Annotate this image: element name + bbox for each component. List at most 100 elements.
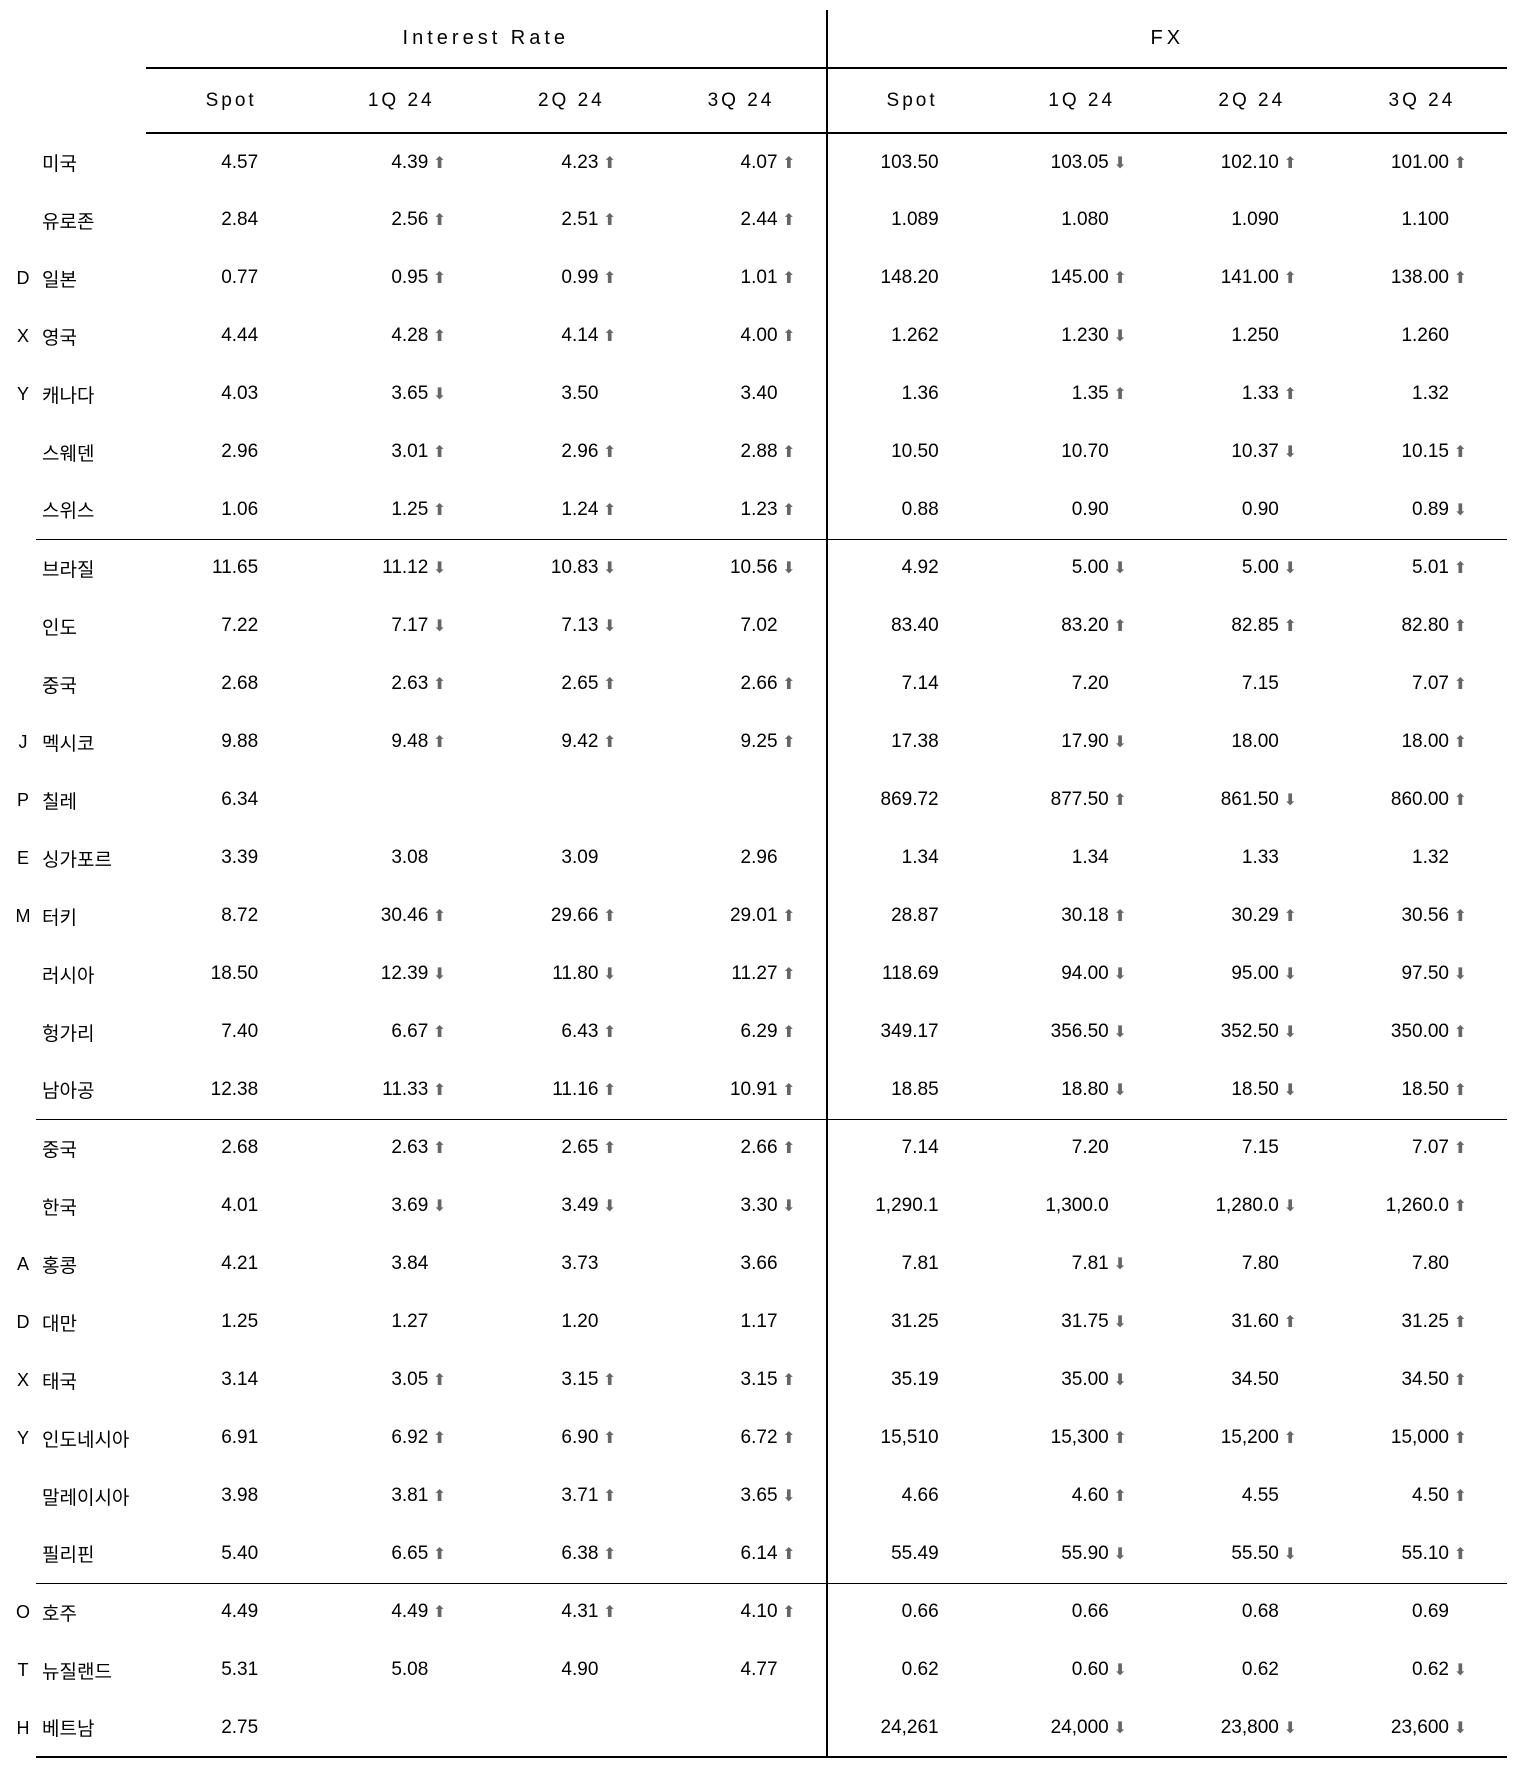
value-cell xyxy=(486,771,656,829)
value-cell: 860.00⬆ xyxy=(1337,771,1507,829)
value-cell: 4.28⬆ xyxy=(316,307,486,365)
value-cell: 6.67⬆ xyxy=(316,1003,486,1061)
arrow-up-icon: ⬆ xyxy=(598,732,616,752)
value-cell: 3.39 xyxy=(146,829,316,887)
table-row: Y캐나다4.033.65⬇3.503.401.361.35⬆1.33⬆1.32 xyxy=(10,365,1507,423)
arrow-up-icon: ⬆ xyxy=(1109,1428,1127,1448)
section-side-label xyxy=(10,539,36,597)
country-name: 캐나다 xyxy=(36,365,146,423)
country-name: 중국 xyxy=(36,655,146,713)
arrow-down-icon: ⬇ xyxy=(1109,1660,1127,1680)
arrow-up-icon: ⬆ xyxy=(1279,616,1297,636)
value-cell: 3.84 xyxy=(316,1235,486,1293)
value-cell: 34.50⬆ xyxy=(1337,1351,1507,1409)
value-cell: 2.66⬆ xyxy=(656,655,826,713)
arrow-up-icon: ⬆ xyxy=(778,1428,796,1448)
arrow-up-icon: ⬆ xyxy=(1279,384,1297,404)
value-cell: 1.34 xyxy=(827,829,997,887)
value-cell: 2.65⬆ xyxy=(486,1119,656,1177)
value-cell: 1.32 xyxy=(1337,365,1507,423)
value-cell: 55.49 xyxy=(827,1525,997,1583)
value-cell: 10.56⬇ xyxy=(656,539,826,597)
value-cell: 1.35⬆ xyxy=(997,365,1167,423)
value-cell: 3.73 xyxy=(486,1235,656,1293)
value-cell: 3.30⬇ xyxy=(656,1177,826,1235)
value-cell: 11.33⬆ xyxy=(316,1061,486,1119)
value-cell: 4.90 xyxy=(486,1641,656,1699)
value-cell: 18.50⬇ xyxy=(1167,1061,1337,1119)
value-cell: 1,290.1 xyxy=(827,1177,997,1235)
value-cell: 1.01⬆ xyxy=(656,249,826,307)
value-cell: 15,510 xyxy=(827,1409,997,1467)
value-cell: 3.09 xyxy=(486,829,656,887)
value-cell: 3.69⬇ xyxy=(316,1177,486,1235)
value-cell: 6.72⬆ xyxy=(656,1409,826,1467)
value-cell: 118.69 xyxy=(827,945,997,1003)
value-cell: 7.07⬆ xyxy=(1337,655,1507,713)
arrow-up-icon: ⬆ xyxy=(1449,1544,1467,1564)
section-side-label xyxy=(10,1061,36,1119)
arrow-down-icon: ⬇ xyxy=(428,616,446,636)
value-cell: 0.77 xyxy=(146,249,316,307)
value-cell: 7.22 xyxy=(146,597,316,655)
table-row: 러시아18.5012.39⬇11.80⬇11.27⬆118.6994.00⬇95… xyxy=(10,945,1507,1003)
value-cell: 0.90 xyxy=(997,481,1167,539)
arrow-down-icon: ⬇ xyxy=(1279,1196,1297,1216)
value-cell: 34.50 xyxy=(1167,1351,1337,1409)
value-cell: 11.12⬇ xyxy=(316,539,486,597)
arrow-up-icon: ⬆ xyxy=(598,210,616,230)
arrow-up-icon: ⬆ xyxy=(1109,384,1127,404)
arrow-up-icon: ⬆ xyxy=(598,500,616,520)
col-header: Spot xyxy=(827,68,997,133)
value-cell: 7.07⬆ xyxy=(1337,1119,1507,1177)
table-row: J멕시코9.889.48⬆9.42⬆9.25⬆17.3817.90⬇18.001… xyxy=(10,713,1507,771)
value-cell: 7.02 xyxy=(656,597,826,655)
value-cell: 861.50⬇ xyxy=(1167,771,1337,829)
value-cell: 10.37⬇ xyxy=(1167,423,1337,481)
arrow-up-icon: ⬆ xyxy=(428,500,446,520)
value-cell: 1.34 xyxy=(997,829,1167,887)
arrow-up-icon: ⬆ xyxy=(1449,153,1467,173)
group-header-fx: FX xyxy=(827,10,1507,68)
value-cell: 4.55 xyxy=(1167,1467,1337,1525)
value-cell: 1.23⬆ xyxy=(656,481,826,539)
country-name: 인도 xyxy=(36,597,146,655)
value-cell: 2.68 xyxy=(146,1119,316,1177)
value-cell: 4.57 xyxy=(146,133,316,191)
value-cell: 95.00⬇ xyxy=(1167,945,1337,1003)
value-cell: 29.01⬆ xyxy=(656,887,826,945)
country-name: 터키 xyxy=(36,887,146,945)
arrow-up-icon: ⬆ xyxy=(1449,1312,1467,1332)
table-row: 필리핀5.406.65⬆6.38⬆6.14⬆55.4955.90⬇55.50⬇5… xyxy=(10,1525,1507,1583)
section-side-label xyxy=(10,655,36,713)
value-cell: 102.10⬆ xyxy=(1167,133,1337,191)
value-cell: 356.50⬇ xyxy=(997,1003,1167,1061)
section-side-label: X xyxy=(10,1351,36,1409)
arrow-down-icon: ⬇ xyxy=(1279,964,1297,984)
arrow-up-icon: ⬆ xyxy=(598,326,616,346)
value-cell: 1.230⬇ xyxy=(997,307,1167,365)
value-cell: 148.20 xyxy=(827,249,997,307)
value-cell: 7.15 xyxy=(1167,1119,1337,1177)
value-cell: 7.20 xyxy=(997,655,1167,713)
section-side-label: J xyxy=(10,713,36,771)
value-cell: 3.50 xyxy=(486,365,656,423)
country-name: 미국 xyxy=(36,133,146,191)
arrow-up-icon: ⬆ xyxy=(1449,732,1467,752)
arrow-up-icon: ⬆ xyxy=(1449,674,1467,694)
value-cell: 3.49⬇ xyxy=(486,1177,656,1235)
arrow-up-icon: ⬆ xyxy=(1109,906,1127,926)
arrow-up-icon: ⬆ xyxy=(778,1370,796,1390)
value-cell: 3.08 xyxy=(316,829,486,887)
table-row: X영국4.444.28⬆4.14⬆4.00⬆1.2621.230⬇1.2501.… xyxy=(10,307,1507,365)
value-cell: 97.50⬇ xyxy=(1337,945,1507,1003)
value-cell: 5.00⬇ xyxy=(1167,539,1337,597)
arrow-down-icon: ⬇ xyxy=(1449,1718,1467,1738)
value-cell: 0.66 xyxy=(997,1583,1167,1641)
arrow-up-icon: ⬆ xyxy=(598,1602,616,1622)
value-cell: 1.260 xyxy=(1337,307,1507,365)
country-name: 필리핀 xyxy=(36,1525,146,1583)
section-side-label xyxy=(10,423,36,481)
value-cell: 31.25⬆ xyxy=(1337,1293,1507,1351)
col-header: 2Q 24 xyxy=(486,68,656,133)
